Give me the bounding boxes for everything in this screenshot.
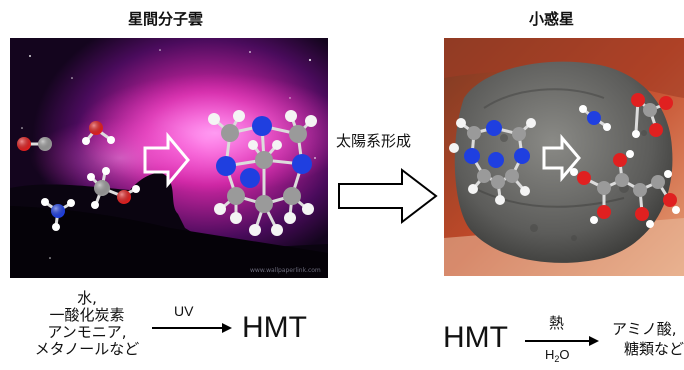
uv-label: UV (174, 303, 194, 319)
solar-system-formation-label: 太陽系形成 (336, 132, 412, 150)
products-line1-label: アミノ酸, (612, 320, 677, 338)
right-panel-title: 小惑星 (529, 10, 575, 28)
methanol-molecule (87, 167, 140, 209)
heat-arrow-icon (525, 336, 599, 346)
ammonia-molecule (41, 198, 75, 231)
heat-label: 熱 (549, 314, 565, 332)
reactant-molecules-label: 水, 一酸化炭素 アンモニア, メタノールなど (34, 289, 140, 358)
hmt-product-label: HMT (242, 311, 307, 344)
nebula-image: www.wallpaperlink.com (10, 38, 328, 278)
hmt-molecule (208, 110, 317, 236)
hollow-arrow-icon (143, 131, 190, 189)
asteroid-image (444, 38, 684, 276)
water-molecule (82, 121, 115, 145)
left-panel-title: 星間分子雲 (128, 10, 204, 28)
svg-text:www.wallpaperlink.com: www.wallpaperlink.com (250, 267, 321, 274)
water-formula-label: H2O (545, 347, 570, 364)
big-hollow-arrow-icon (338, 167, 438, 225)
uv-arrow-icon (152, 323, 232, 333)
products-line2-label: 糖類など (624, 340, 684, 358)
hmt-reactant-label: HMT (443, 321, 508, 354)
co-molecule (17, 137, 52, 151)
